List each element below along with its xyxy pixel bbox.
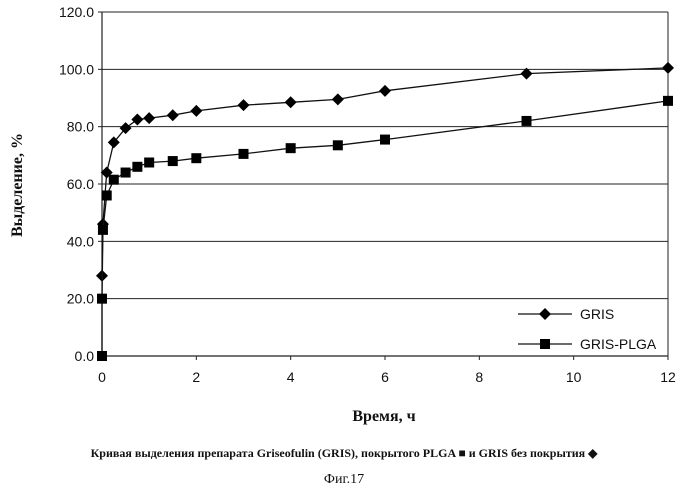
legend-label: GRIS [580, 306, 614, 322]
y-axis-title: Выделение, % [9, 133, 26, 237]
grid-lines [102, 12, 668, 356]
data-point [663, 96, 673, 106]
legend-marker [540, 339, 550, 349]
series-gris [96, 62, 674, 282]
x-axis-title: Время, ч [352, 408, 415, 425]
y-tick-label: 100.0 [59, 61, 94, 77]
y-tick-label: 80.0 [67, 119, 94, 135]
data-point [97, 351, 107, 361]
data-point [332, 93, 344, 105]
y-tick-label: 20.0 [67, 291, 94, 307]
data-point [109, 175, 119, 185]
x-tick-label: 4 [287, 369, 295, 385]
data-point [379, 85, 391, 97]
y-tick-labels: 0.0 20.0 40.0 60.0 80.0 100.0 120.0 [59, 4, 94, 364]
figure-number: Фиг.17 [0, 472, 688, 488]
data-point [239, 149, 249, 159]
legend-label: GRIS-PLGA [580, 336, 657, 352]
data-point [121, 168, 131, 178]
data-point [238, 99, 250, 111]
x-tick-label: 12 [660, 369, 676, 385]
legend: GRIS GRIS-PLGA [518, 306, 657, 352]
x-tick-label: 0 [98, 369, 106, 385]
figure-caption: Кривая выделения препарата Griseofulin (… [0, 446, 688, 461]
x-tick-label: 6 [381, 369, 389, 385]
data-point [333, 140, 343, 150]
data-point [131, 114, 143, 126]
y-tick-label: 40.0 [67, 233, 94, 249]
data-point [167, 109, 179, 121]
data-point [168, 156, 178, 166]
y-tick-label: 60.0 [67, 176, 94, 192]
data-point [98, 225, 108, 235]
data-point [190, 105, 202, 117]
data-point [132, 162, 142, 172]
x-tick-label: 2 [192, 369, 200, 385]
data-point [97, 294, 107, 304]
data-point [522, 116, 532, 126]
release-curve-chart: 0.020.040.060.080.0100.0120.0 024681012 … [0, 0, 688, 440]
data-point [143, 112, 155, 124]
legend-marker [539, 308, 551, 320]
data-point [144, 158, 154, 168]
series-line [102, 68, 668, 276]
x-tick-labels: 0 2 4 6 8 10 12 [98, 369, 676, 385]
data-point [285, 96, 297, 108]
x-tick-label: 8 [475, 369, 483, 385]
data-point [102, 190, 112, 200]
data-point [286, 143, 296, 153]
data-point [380, 135, 390, 145]
data-point [191, 153, 201, 163]
y-tick-label: 120.0 [59, 4, 94, 20]
data-point [662, 62, 674, 74]
x-tick-label: 10 [566, 369, 582, 385]
y-tick-label: 0.0 [75, 348, 95, 364]
